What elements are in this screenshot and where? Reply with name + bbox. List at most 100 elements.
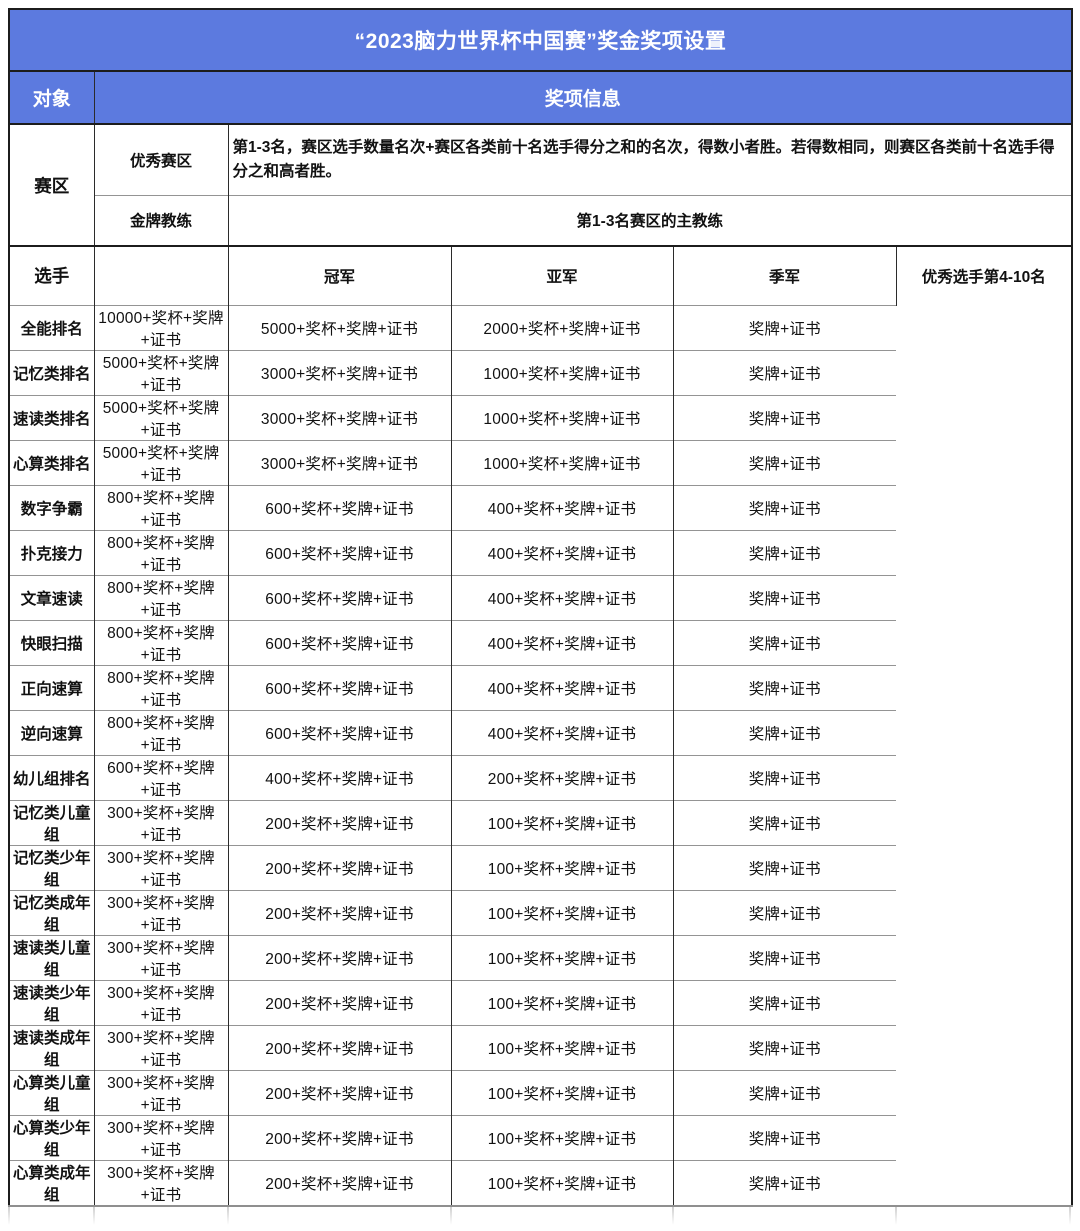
prize-cell: 奖牌+证书	[672, 619, 896, 665]
event-label: 记忆类儿童组	[8, 799, 94, 845]
prize-cell: 5000+奖杯+奖牌+证书	[227, 304, 451, 350]
prize-cell: 3000+奖杯+奖牌+证书	[227, 439, 451, 485]
prize-cell: 200+奖杯+奖牌+证书	[227, 1114, 451, 1160]
col-header-third-place: 季军	[672, 245, 896, 305]
event-label: 速读类排名	[8, 394, 94, 440]
prize-cell: 300+奖杯+奖牌+证书	[93, 934, 228, 980]
event-label: 记忆类少年组	[8, 844, 94, 890]
prize-cell: 200+奖杯+奖牌+证书	[227, 1069, 451, 1115]
event-label: 记忆类排名	[8, 349, 94, 395]
prize-cell: 100+奖杯+奖牌+证书	[450, 934, 673, 980]
prize-cell: 800+奖杯+奖牌+证书	[93, 574, 228, 620]
prize-cell: 奖牌+证书	[672, 484, 896, 530]
prize-cell: 奖牌+证书	[672, 1114, 896, 1160]
prize-cell: 奖牌+证书	[672, 754, 896, 800]
player-event-row: 速读类儿童组 300+奖杯+奖牌+证书 200+奖杯+奖牌+证书 100+奖杯+奖牌+…	[8, 934, 1072, 980]
event-label: 正向速算	[8, 664, 94, 710]
player-event-row: 速读类成年组 300+奖杯+奖牌+证书 200+奖杯+奖牌+证书 100+奖杯+奖牌+…	[8, 1024, 1072, 1070]
prize-cell: 3000+奖杯+奖牌+证书	[227, 349, 451, 395]
prize-cell: 奖牌+证书	[672, 1024, 896, 1070]
prize-cell: 奖牌+证书	[672, 349, 896, 395]
prize-cell: 300+奖杯+奖牌+证书	[93, 1069, 228, 1115]
col-header-champion: 冠军	[227, 245, 451, 305]
empty-label-cell	[93, 245, 228, 305]
prize-cell: 100+奖杯+奖牌+证书	[450, 844, 673, 890]
prize-cell: 100+奖杯+奖牌+证书	[450, 1159, 673, 1206]
prize-cell: 300+奖杯+奖牌+证书	[93, 1024, 228, 1070]
prize-cell: 600+奖杯+奖牌+证书	[93, 754, 228, 800]
event-label: 全能排名	[8, 304, 94, 350]
prize-cell: 400+奖杯+奖牌+证书	[227, 754, 451, 800]
event-label: 速读类成年组	[8, 1024, 94, 1070]
event-label: 扑克接力	[8, 529, 94, 575]
prize-cell: 600+奖杯+奖牌+证书	[227, 484, 451, 530]
prize-cell: 5000+奖杯+奖牌+证书	[93, 349, 228, 395]
player-event-row: 记忆类儿童组 300+奖杯+奖牌+证书 200+奖杯+奖牌+证书 100+奖杯+奖牌+…	[8, 799, 1072, 845]
player-event-row: 扑克接力 800+奖杯+奖牌+证书 600+奖杯+奖牌+证书 400+奖杯+奖牌+证书…	[8, 529, 1072, 575]
prize-cell: 300+奖杯+奖牌+证书	[93, 799, 228, 845]
table-title-row: “2023脑力世界杯中国赛”奖金奖项设置	[8, 9, 1072, 71]
page-title: “2023脑力世界杯中国赛”奖金奖项设置	[8, 9, 1072, 71]
player-event-row: 心算类成年组 300+奖杯+奖牌+证书 200+奖杯+奖牌+证书 100+奖杯+奖牌+…	[8, 1159, 1072, 1206]
prize-cell: 200+奖杯+奖牌+证书	[227, 889, 451, 935]
event-label: 心算类排名	[8, 439, 94, 485]
prize-cell: 100+奖杯+奖牌+证书	[450, 1069, 673, 1115]
player-event-row: 文章速读 800+奖杯+奖牌+证书 600+奖杯+奖牌+证书 400+奖杯+奖牌+证书…	[8, 574, 1072, 620]
prize-cell: 600+奖杯+奖牌+证书	[227, 619, 451, 665]
group-cell-region: 赛区	[8, 123, 94, 246]
event-label: 数字争霸	[8, 484, 94, 530]
prize-cell: 800+奖杯+奖牌+证书	[93, 709, 228, 755]
prize-cell: 400+奖杯+奖牌+证书	[450, 574, 673, 620]
ghost-gridline	[895, 1206, 897, 1225]
region-row-excellent: 赛区 优秀赛区 第1-3名，赛区选手数量名次+赛区各类前十名选手得分之和的名次，…	[8, 123, 1072, 246]
prize-cell: 600+奖杯+奖牌+证书	[227, 574, 451, 620]
player-event-row: 快眼扫描 800+奖杯+奖牌+证书 600+奖杯+奖牌+证书 400+奖杯+奖牌+证书…	[8, 619, 1072, 665]
player-event-row: 心算类儿童组 300+奖杯+奖牌+证书 200+奖杯+奖牌+证书 100+奖杯+奖牌+…	[8, 1069, 1072, 1115]
event-label: 心算类少年组	[8, 1114, 94, 1160]
prize-cell: 600+奖杯+奖牌+证书	[227, 664, 451, 710]
prize-cell: 1000+奖杯+奖牌+证书	[450, 349, 673, 395]
prize-cell: 奖牌+证书	[672, 934, 896, 980]
prize-cell: 1000+奖杯+奖牌+证书	[450, 394, 673, 440]
prize-cell: 10000+奖杯+奖牌+证书	[93, 304, 228, 350]
prize-cell: 奖牌+证书	[672, 664, 896, 710]
prize-cell: 300+奖杯+奖牌+证书	[93, 1114, 228, 1160]
player-event-row: 数字争霸 800+奖杯+奖牌+证书 600+奖杯+奖牌+证书 400+奖杯+奖牌+证书…	[8, 484, 1072, 530]
event-label: 记忆类成年组	[8, 889, 94, 935]
prize-cell: 5000+奖杯+奖牌+证书	[93, 439, 228, 485]
prize-cell: 800+奖杯+奖牌+证书	[93, 664, 228, 710]
gold-coach-value: 第1-3名赛区的主教练	[227, 194, 1072, 246]
prize-cell: 300+奖杯+奖牌+证书	[93, 844, 228, 890]
player-event-row: 逆向速算 800+奖杯+奖牌+证书 600+奖杯+奖牌+证书 400+奖杯+奖牌+证书…	[8, 709, 1072, 755]
player-event-row: 记忆类排名 5000+奖杯+奖牌+证书 3000+奖杯+奖牌+证书 1000+奖杯+奖…	[8, 349, 1072, 395]
prize-cell: 奖牌+证书	[672, 574, 896, 620]
event-label: 快眼扫描	[8, 619, 94, 665]
prize-cell: 300+奖杯+奖牌+证书	[93, 979, 228, 1025]
prize-cell: 300+奖杯+奖牌+证书	[93, 1159, 228, 1206]
ghost-gridline	[227, 1206, 229, 1225]
prize-cell: 100+奖杯+奖牌+证书	[450, 889, 673, 935]
excellent-region-description: 第1-3名，赛区选手数量名次+赛区各类前十名选手得分之和的名次，得数小者胜。若得…	[227, 123, 1072, 195]
player-event-row: 记忆类成年组 300+奖杯+奖牌+证书 200+奖杯+奖牌+证书 100+奖杯+奖牌+…	[8, 889, 1072, 935]
event-label: 心算类儿童组	[8, 1069, 94, 1115]
prize-cell: 200+奖杯+奖牌+证书	[227, 979, 451, 1025]
player-event-row: 心算类少年组 300+奖杯+奖牌+证书 200+奖杯+奖牌+证书 100+奖杯+奖牌+…	[8, 1114, 1072, 1160]
prize-cell: 奖牌+证书	[672, 889, 896, 935]
player-event-row: 全能排名 10000+奖杯+奖牌+证书 5000+奖杯+奖牌+证书 2000+奖杯+奖…	[8, 304, 1072, 350]
player-event-row: 心算类排名 5000+奖杯+奖牌+证书 3000+奖杯+奖牌+证书 1000+奖杯+奖…	[8, 439, 1072, 485]
prize-cell: 200+奖杯+奖牌+证书	[450, 754, 673, 800]
header-award-info: 奖项信息	[93, 70, 1072, 124]
event-label: 幼儿组排名	[8, 754, 94, 800]
prize-cell: 200+奖杯+奖牌+证书	[227, 1024, 451, 1070]
event-label: 逆向速算	[8, 709, 94, 755]
player-event-row: 速读类少年组 300+奖杯+奖牌+证书 200+奖杯+奖牌+证书 100+奖杯+奖牌+…	[8, 979, 1072, 1025]
prize-cell: 奖牌+证书	[672, 394, 896, 440]
prize-cell: 奖牌+证书	[672, 799, 896, 845]
region-row-coach: 金牌教练 第1-3名赛区的主教练	[9, 194, 1072, 246]
prize-cell: 1000+奖杯+奖牌+证书	[450, 439, 673, 485]
col-header-runner-up: 亚军	[450, 245, 673, 305]
ghost-gridline	[450, 1206, 452, 1225]
prize-cell: 800+奖杯+奖牌+证书	[93, 529, 228, 575]
prize-cell: 200+奖杯+奖牌+证书	[227, 799, 451, 845]
